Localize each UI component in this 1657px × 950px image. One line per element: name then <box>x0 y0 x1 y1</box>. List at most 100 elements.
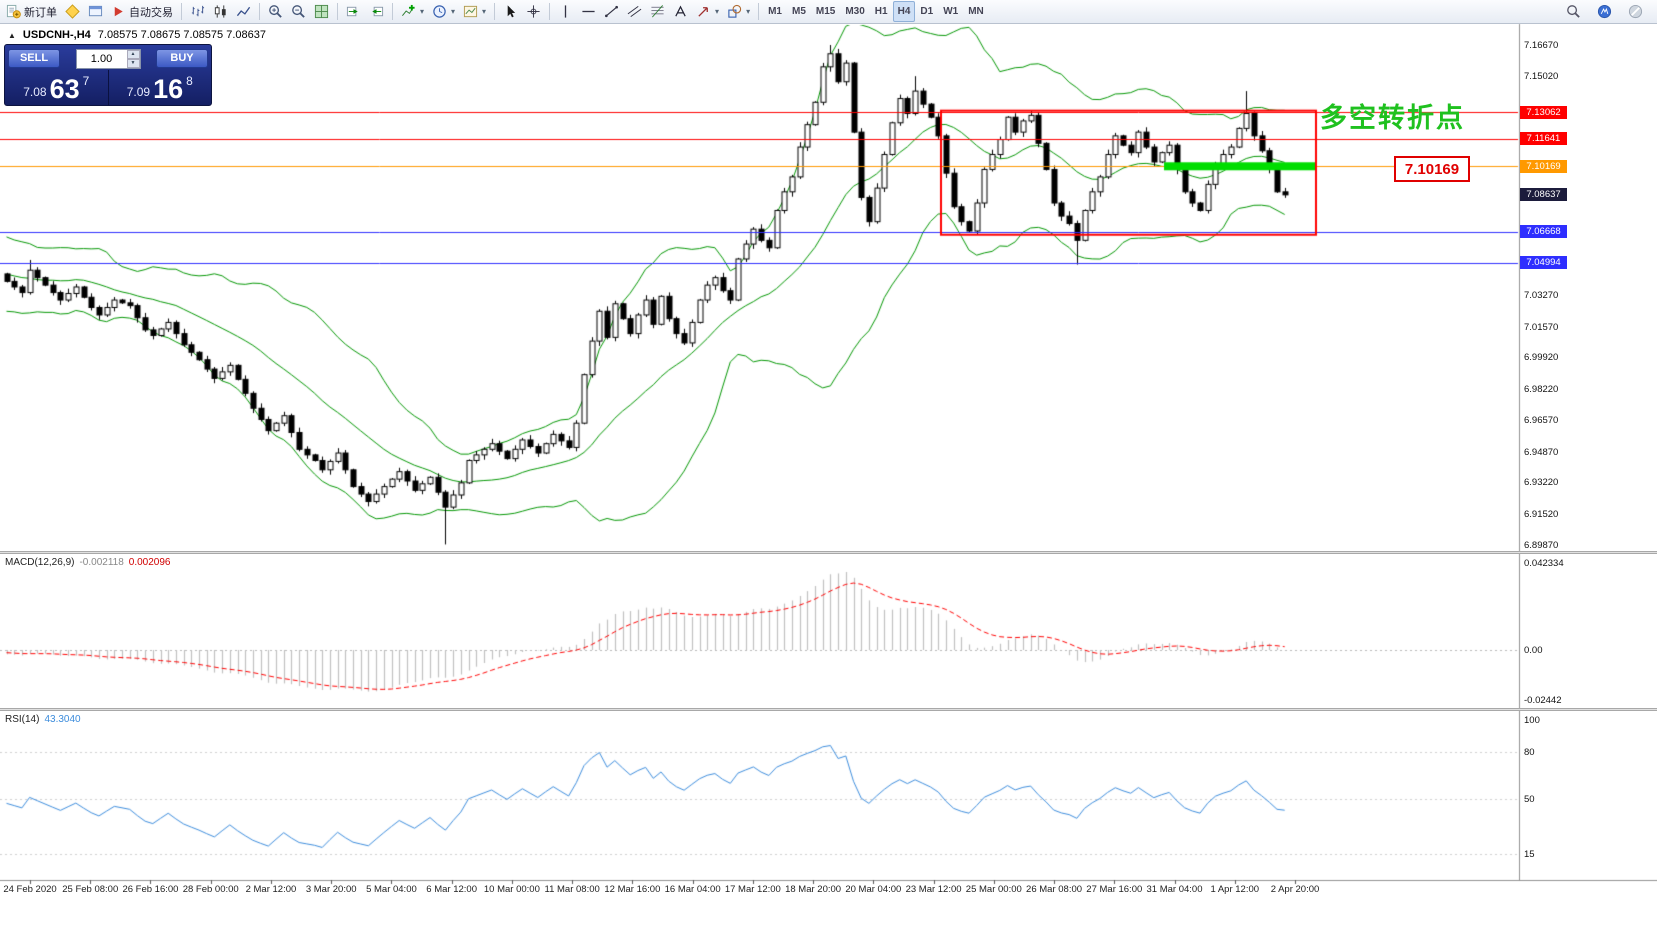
price-line-badge: 7.10169 <box>1520 159 1567 173</box>
time-axis-label: 25 Feb 08:00 <box>62 884 119 895</box>
indicators-icon <box>401 4 416 19</box>
toolbar-group-trade: 新订单 自动交易 <box>2 0 177 23</box>
tf-h1-button[interactable]: H1 <box>870 1 893 22</box>
auto-trading-button[interactable]: 自动交易 <box>107 1 177 22</box>
metaeditor-button[interactable] <box>61 1 84 22</box>
time-axis-label: 26 Feb 16:00 <box>122 884 179 895</box>
candles-chart-icon <box>213 4 228 19</box>
text-button[interactable] <box>669 1 692 22</box>
terminal-button[interactable] <box>84 1 107 22</box>
autotrading-icon <box>111 4 126 19</box>
chart-shift-button[interactable] <box>365 1 388 22</box>
auto-scroll-button[interactable] <box>342 1 365 22</box>
arrows-button[interactable]: ▾ <box>692 1 723 22</box>
logo-1-icon <box>1597 4 1612 19</box>
rsi-axis-tick: 15 <box>1524 849 1535 861</box>
rsi-panel-splitter[interactable] <box>0 708 1657 711</box>
vertical-line-button[interactable] <box>554 1 577 22</box>
dropdown-caret-icon: ▾ <box>420 7 425 16</box>
tf-w1-button[interactable]: W1 <box>938 1 963 22</box>
new-order-label: 新订单 <box>24 6 57 19</box>
rsi-axis-tick: 50 <box>1524 794 1535 805</box>
sell-price-sup: 7 <box>82 74 90 88</box>
time-axis-label: 20 Mar 04:00 <box>845 884 902 895</box>
macd-panel-splitter[interactable] <box>0 551 1657 554</box>
tf-h4-button[interactable]: H4 <box>892 1 916 22</box>
price-line-badge: 7.06668 <box>1520 225 1567 239</box>
price-callout-label[interactable]: 7.10169 <box>1394 156 1470 182</box>
toolbar-separator <box>494 3 496 20</box>
collapse-oneclick-icon[interactable]: ▲ <box>8 30 16 40</box>
annotation-text[interactable]: 多空转折点 <box>1320 103 1465 133</box>
cursor-button[interactable] <box>499 1 522 22</box>
rsi-axis-tick: 80 <box>1524 746 1535 758</box>
logo-metaquotes-button[interactable] <box>1593 1 1616 22</box>
new-order-button[interactable]: 新订单 <box>2 1 61 22</box>
line-chart-button[interactable] <box>232 1 255 22</box>
tf-d1-button[interactable]: D1 <box>915 1 938 22</box>
price-line-badge: 7.13062 <box>1520 105 1567 119</box>
time-axis-label: 18 Mar 20:00 <box>785 884 842 895</box>
search-button[interactable] <box>1562 1 1585 22</box>
buy-price-display[interactable]: 7.09 16 8 <box>109 70 212 106</box>
trendline-icon <box>604 4 619 19</box>
zoom-in-button[interactable] <box>264 1 287 22</box>
auto-scroll-icon <box>346 4 361 19</box>
macd-value-signal: 0.002096 <box>128 557 171 568</box>
time-axis-label: 1 Apr 12:00 <box>1210 884 1260 895</box>
sell-button[interactable]: SELL <box>8 49 60 68</box>
periods-button[interactable]: ▾ <box>428 1 459 22</box>
tile-windows-button[interactable] <box>310 1 333 22</box>
zoom-out-button[interactable] <box>287 1 310 22</box>
tf-m5-button[interactable]: M5 <box>787 1 811 22</box>
time-axis-label: 6 Mar 12:00 <box>426 884 478 895</box>
crosshair-icon <box>526 4 541 19</box>
tf-h1-label: H1 <box>874 6 888 17</box>
tf-mn-label: MN <box>968 6 984 17</box>
shapes-button[interactable]: ▾ <box>723 1 754 22</box>
tf-mn-button[interactable]: MN <box>963 1 989 22</box>
macd-axis-tick: 0.042334 <box>1524 558 1564 570</box>
price-axis-tick: 7.15020 <box>1524 70 1559 82</box>
toolbar-group-chart-type <box>186 0 255 23</box>
volume-input[interactable] <box>76 50 127 67</box>
logo-2-icon <box>1628 4 1643 19</box>
metaeditor-icon <box>65 4 80 19</box>
toolbar-right <box>1562 1 1655 22</box>
chart-shift-icon <box>369 4 384 19</box>
indicators-button[interactable]: ▾ <box>397 1 428 22</box>
price-axis-tick: 6.93220 <box>1524 477 1559 489</box>
price-line-badge: 7.11641 <box>1520 132 1567 146</box>
rsi-axis-tick: 100 <box>1524 715 1540 726</box>
trendline-button[interactable] <box>600 1 623 22</box>
macd-title: MACD(12,26,9) <box>5 557 75 568</box>
time-axis-label: 11 Mar 08:00 <box>544 884 600 895</box>
tf-m30-button[interactable]: M30 <box>840 1 869 22</box>
sell-price-display[interactable]: 7.08 63 7 <box>5 70 109 106</box>
bars-chart-button[interactable] <box>186 1 209 22</box>
tf-m15-button[interactable]: M15 <box>811 1 840 22</box>
toolbar-group-zoom <box>264 0 333 23</box>
tf-h4-label: H4 <box>897 6 911 17</box>
equidistant-channel-button[interactable] <box>623 1 646 22</box>
channel-icon <box>627 4 642 19</box>
toolbar-separator <box>337 3 338 20</box>
tf-m1-button[interactable]: M1 <box>763 1 787 22</box>
candles-chart-button[interactable] <box>209 1 232 22</box>
horizontal-line-button[interactable] <box>577 1 600 22</box>
macd-axis-tick: -0.02442 <box>1524 695 1562 707</box>
logo-community-button[interactable] <box>1624 1 1647 22</box>
volume-control: ▲ ▼ <box>75 48 141 69</box>
templates-button[interactable]: ▾ <box>459 1 490 22</box>
fibonacci-button[interactable] <box>646 1 669 22</box>
buy-price-sup: 8 <box>186 74 193 88</box>
volume-up-button[interactable]: ▲ <box>126 49 140 59</box>
crosshair-button[interactable] <box>522 1 545 22</box>
buy-button[interactable]: BUY <box>156 49 208 68</box>
time-axis-label: 12 Mar 16:00 <box>604 884 661 895</box>
time-axis-label: 28 Feb 00:00 <box>182 884 239 895</box>
rsi-value: 43.3040 <box>44 714 81 725</box>
volume-down-button[interactable]: ▼ <box>126 58 140 68</box>
time-axis-label: 16 Mar 04:00 <box>664 884 721 895</box>
